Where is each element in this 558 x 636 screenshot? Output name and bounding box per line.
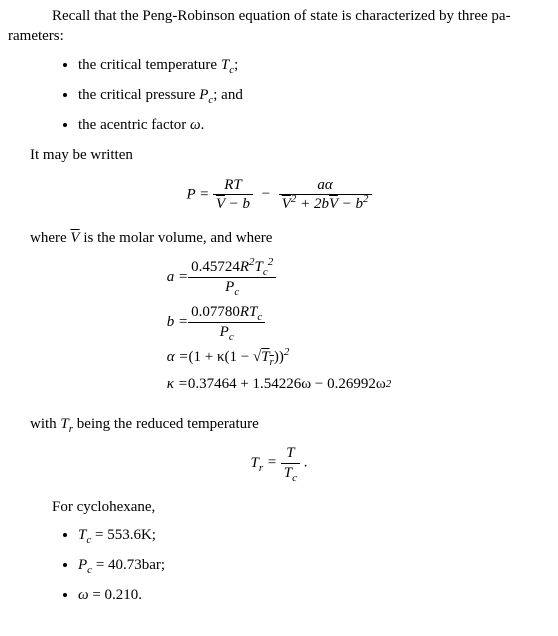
text: where [30,230,70,246]
lhs: Tr [251,455,264,471]
numerator: RT [213,176,253,196]
list-item: the critical pressure Pc; and [78,85,528,105]
open: (1 + κ(1 − [189,349,253,365]
equation-a: a = 0.45724R2Tc2 Pc [167,258,392,297]
body: 0.37464 + 1.54226ω − 0.26992ω [188,374,386,394]
text: the critical temperature [78,57,221,73]
symbol-T: T [221,57,229,73]
denominator: V2 + 2bV − b2 [279,195,372,214]
v-bar: V [329,196,338,212]
intro-line-1: Recall that the Peng-Robinson equation o… [52,8,511,24]
numerator: 0.45724R2Tc2 [188,258,276,278]
eq: = [263,455,281,471]
sub: c [229,331,234,343]
fraction: RT V − b [213,176,253,215]
where-line-1: where V is the molar volume, and where [30,228,528,248]
lhs: a = [167,267,188,287]
sub: c [234,286,239,298]
value: = 0.210. [89,587,142,603]
coef: 0.45724 [191,259,240,275]
symbol-omega: ω [190,117,201,133]
equation-constants: a = 0.45724R2Tc2 Pc b = 0.07780RTc Pc [30,258,528,400]
lhs: b = [167,312,188,332]
lhs: P = [187,186,214,202]
written-line: It may be written [30,145,528,165]
equation-b: b = 0.07780RTc Pc [167,303,392,342]
list-item: ω = 0.210. [78,585,528,605]
text: with [30,416,60,432]
sqrt: √ [253,349,261,365]
numerator: T [281,444,300,464]
R: R [240,304,249,320]
sub: c [257,311,262,323]
T: T [251,455,259,471]
fraction: 0.07780RTc Pc [188,303,265,342]
parameters-list: the critical temperature Tc; the critica… [30,55,528,136]
list-item: Pc = 40.73bar; [78,555,528,575]
lhs: κ = [167,374,188,394]
list-item: the acentric factor ω. [78,115,528,135]
T: T [261,349,269,365]
fraction: aα V2 + 2bV − b2 [279,176,372,215]
R: R [240,259,249,275]
period: . [300,455,308,471]
v-bar: V [216,196,225,212]
text: + 2b [296,196,329,212]
denominator: Pc [188,278,276,297]
text: . [201,117,205,133]
text: is the molar volume, and where [80,230,273,246]
denominator: V − b [213,195,253,214]
intro-paragraph: Recall that the Peng-Robinson equation o… [30,6,528,47]
T: T [284,465,292,481]
page: Recall that the Peng-Robinson equation o… [0,0,558,636]
text: the acentric factor [78,117,190,133]
intro-line-2: rameters: [8,28,64,44]
symbol-omega: ω [78,587,89,603]
v-bar: V [70,230,79,246]
numerator: 0.07780RTc [188,303,265,323]
P: P [225,279,234,295]
sup: 2 [268,256,274,268]
values-list: Tc = 553.6K; Pc = 40.73bar; ω = 0.210. [30,525,528,606]
text: − b [225,196,250,212]
sub-c: c [292,472,297,484]
equation-kappa: κ = 0.37464 + 1.54226ω − 0.26992ω2 [167,374,392,394]
T: T [60,416,68,432]
text: the critical pressure [78,87,199,103]
list-item: the critical temperature Tc; [78,55,528,75]
minus: − [257,186,279,202]
denominator: Pc [188,323,265,342]
equation-stack: a = 0.45724R2Tc2 Pc b = 0.07780RTc Pc [167,258,392,400]
body: (1 + κ(1 − √Tr))2 [189,347,290,367]
fraction: 0.45724R2Tc2 Pc [188,258,276,297]
P: P [220,324,229,340]
denominator: Tc [281,464,300,483]
symbol-P: P [199,87,208,103]
with-tr-line: with Tr being the reduced temperature [30,414,528,434]
text: ; [234,57,238,73]
symbol-P: P [78,557,87,573]
value: = 553.6K; [91,527,156,543]
v-bar: V [282,196,291,212]
T: T [255,259,263,275]
text: − b [338,196,363,212]
close: )) [274,349,284,365]
sup: 2 [363,193,369,205]
fraction: T Tc [281,444,300,483]
sup: 2 [284,346,290,358]
cyclohexane-line: For cyclohexane, [30,497,528,517]
list-item: Tc = 553.6K; [78,525,528,545]
text: being the reduced temperature [73,416,259,432]
lhs: α = [167,347,189,367]
value: = 40.73bar; [92,557,165,573]
coef: 0.07780 [191,304,240,320]
sqrt-arg: Tr [261,349,274,365]
equation-tr: Tr = T Tc . [30,444,528,483]
equation-main: P = RT V − b − aα V2 + 2bV − b2 [30,176,528,215]
equation-alpha: α = (1 + κ(1 − √Tr))2 [167,347,392,367]
text: ; and [213,87,243,103]
